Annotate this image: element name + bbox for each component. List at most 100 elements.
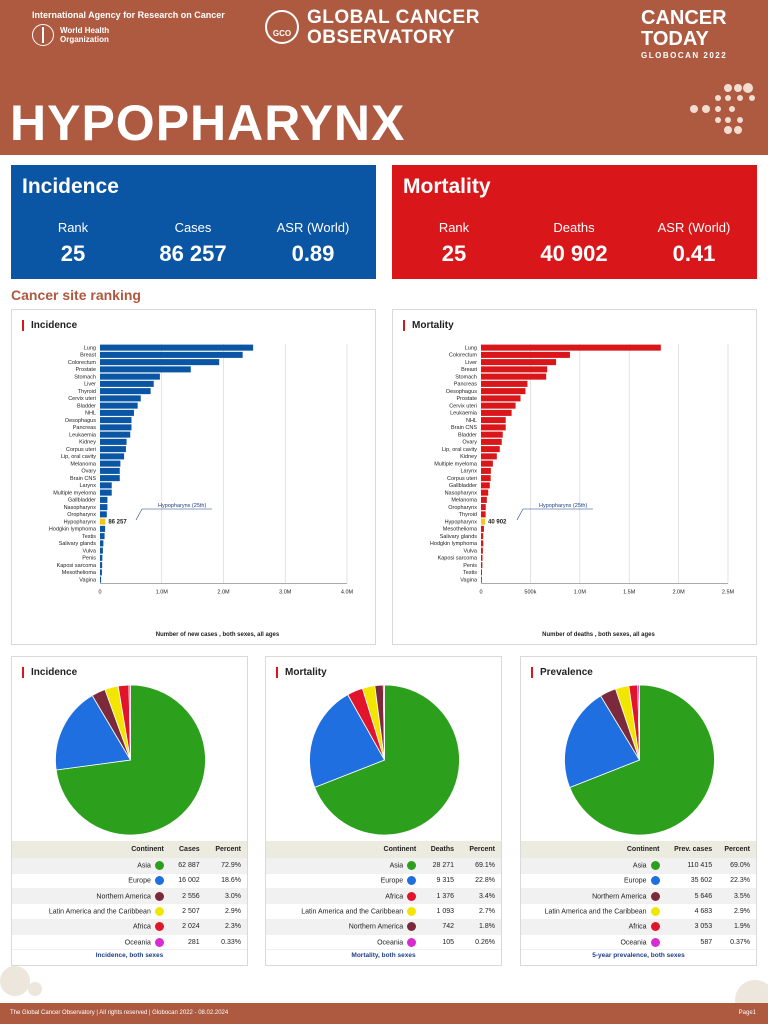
bar: [481, 518, 486, 525]
percent-cell: 18.6%: [205, 873, 247, 890]
continent-name: Africa: [132, 923, 151, 931]
table-row: Oceania 281 0.33%: [12, 934, 247, 951]
incidence-asr: ASR (World) 0.89: [253, 220, 373, 267]
deaths-value: 40 902: [540, 241, 608, 266]
percent-cell: 1.8%: [460, 919, 501, 935]
continent-cell: Europe: [266, 873, 423, 890]
bar: [481, 482, 490, 489]
bar-category-label: Multiple myeloma: [434, 461, 478, 467]
bar: [100, 569, 102, 576]
continent-name: Oceania: [377, 938, 404, 946]
who-name: World Health Organization: [60, 26, 110, 44]
bar: [481, 359, 557, 366]
percent-cell: 3.0%: [205, 888, 247, 905]
bar: [481, 489, 489, 496]
table-row: Oceania 587 0.37%: [521, 934, 756, 951]
table-row: Northern America 2 556 3.0%: [12, 888, 247, 905]
continent-cell: Oceania: [521, 934, 666, 951]
continent-name: Latin America and the Caribbean: [544, 908, 647, 916]
bar: [481, 576, 482, 583]
column-header: Cases: [169, 841, 206, 858]
mortality-bar-panel: Mortality 0 500k 1.0M 1.5M 2.0M 2.5M Lung Color…: [392, 309, 757, 645]
legend-dot-icon: [154, 860, 164, 870]
bar: [481, 562, 483, 569]
continent-cell: Africa: [521, 919, 666, 935]
percent-cell: 2.7%: [460, 903, 501, 920]
decorative-bubble: [0, 966, 30, 996]
panel-title: Prevalence: [531, 667, 593, 678]
bar: [100, 453, 125, 460]
bar-category-label: Pancreas: [73, 425, 96, 431]
highlight-value-label: 86 257: [108, 520, 127, 526]
incidence-pie-chart: [55, 684, 206, 836]
bar-category-label: Gallbladder: [68, 498, 96, 504]
bar: [481, 438, 502, 445]
percent-cell: 0.33%: [205, 934, 247, 951]
table-row: Latin America and the Caribbean 4 683 2.9%: [521, 903, 756, 920]
value-cell: 28 271: [422, 858, 461, 874]
section-title: Cancer site ranking: [11, 287, 141, 303]
mortality-heading: Mortality: [403, 175, 491, 198]
bar-category-label: Prostate: [457, 396, 477, 402]
value-cell: 9 315: [422, 873, 461, 890]
bar-category-label: Ovary: [81, 469, 96, 475]
bar-category-label: Larynx: [79, 483, 96, 489]
continent-cell: Europe: [521, 873, 666, 890]
bar: [100, 504, 108, 511]
bar-category-label: Oropharynx: [67, 512, 96, 518]
table-row: Europe 16 002 18.6%: [12, 873, 247, 890]
bar: [100, 525, 106, 532]
bar-category-label: Salivary glands: [440, 534, 478, 540]
pie-slice: [637, 684, 640, 761]
column-header: Continent: [266, 841, 423, 858]
column-header: Percent: [718, 841, 756, 858]
annotation-label: Hypopharynx (25th): [158, 503, 206, 509]
bar: [481, 373, 547, 380]
continent-name: Africa: [385, 893, 404, 901]
pie-slice: [569, 684, 715, 836]
bar-category-label: Mesothelioma: [443, 527, 478, 533]
bar-category-label: Leukaemia: [69, 432, 97, 438]
percent-cell: 0.37%: [718, 934, 756, 951]
bar-category-label: Brain CNS: [70, 476, 96, 482]
bar: [481, 388, 526, 395]
prevalence-continent-table: Continent Prev. cases Percent Asia 110 415 69…: [521, 841, 756, 951]
value-cell: 3 053: [665, 919, 719, 935]
bar: [481, 351, 570, 358]
legend-dot-icon: [650, 876, 660, 886]
bar-category-label: Breast: [461, 367, 477, 373]
bar-category-label: Kidney: [460, 454, 477, 460]
bar: [100, 467, 120, 474]
bar: [481, 380, 528, 387]
continent-cell: Northern America: [266, 919, 423, 935]
bar: [100, 547, 103, 554]
legend-dot-icon: [154, 937, 164, 947]
panel-title: Mortality: [276, 667, 327, 678]
asr-label: ASR (World): [276, 220, 350, 235]
bar: [100, 409, 134, 416]
bar: [100, 446, 126, 453]
bar: [481, 554, 483, 561]
bar-category-label: NHL: [85, 411, 96, 417]
bar-category-label: Leukaemia: [450, 411, 478, 417]
bar: [100, 417, 132, 424]
value-cell: 1 376: [422, 888, 461, 905]
bar-category-label: Hypopharynx: [64, 519, 97, 525]
pie-caption: Incidence, both sexes: [95, 952, 164, 959]
bar: [481, 569, 482, 576]
decorative-dots-icon: [690, 83, 755, 134]
continent-cell: Oceania: [12, 934, 170, 951]
table-row: Europe 35 602 22.3%: [521, 873, 756, 890]
continent-name: Northern America: [592, 893, 647, 901]
footer-copyright: The Global Cancer Observatory | All righ…: [10, 1010, 229, 1016]
x-tick-label: 0: [98, 589, 101, 595]
incidence-cases: Cases 86 257: [133, 220, 253, 267]
annotation-label: Hypopharynx (25th): [539, 503, 587, 509]
bar-category-label: Ovary: [462, 440, 477, 446]
bar-category-label: Vulva: [463, 548, 477, 554]
value-cell: 5 646: [665, 888, 719, 905]
legend-dot-icon: [650, 922, 660, 932]
bar-category-label: Vagina: [79, 577, 97, 583]
bar-category-label: Cervix uteri: [68, 396, 96, 402]
bar: [481, 344, 661, 351]
